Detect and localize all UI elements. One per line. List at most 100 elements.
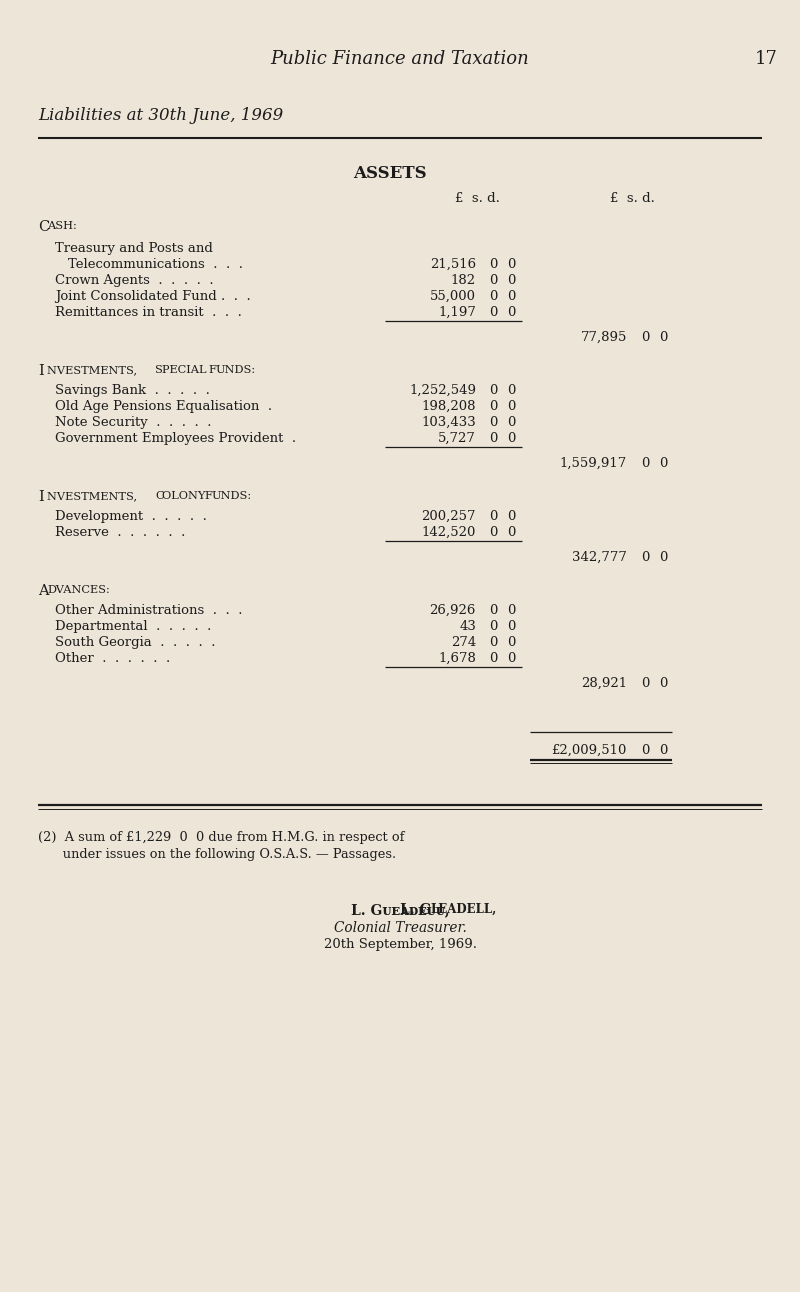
Text: Colonial Treasurer.: Colonial Treasurer. [334,921,466,935]
Text: I: I [38,490,44,504]
Text: 0: 0 [507,603,515,618]
Text: OLONY: OLONY [162,491,209,501]
Text: £  s. d.: £ s. d. [610,193,655,205]
Text: 0: 0 [659,744,667,757]
Text: 28,921: 28,921 [581,677,627,690]
Text: 20th September, 1969.: 20th September, 1969. [323,938,477,951]
Text: 0: 0 [489,274,497,287]
Text: 0: 0 [489,510,497,523]
Text: Old Age Pensions Equalisation  .: Old Age Pensions Equalisation . [55,401,272,413]
Text: 0: 0 [659,457,667,470]
Text: L. Gᴜᴇᴀᴅᴇᴜᴜ,: L. Gᴜᴇᴀᴅᴇᴜᴜ, [350,903,450,917]
Text: 0: 0 [507,306,515,319]
Text: UNDS:: UNDS: [215,366,255,375]
Text: Reserve  .  .  .  .  .  .: Reserve . . . . . . [55,526,186,539]
Text: 0: 0 [507,620,515,633]
Text: F: F [204,491,212,501]
Text: F: F [208,366,216,375]
Text: 55,000: 55,000 [430,289,476,304]
Text: Crown Agents  .  .  .  .  .: Crown Agents . . . . . [55,274,214,287]
Text: 0: 0 [507,432,515,444]
Text: Other  .  .  .  .  .  .: Other . . . . . . [55,652,170,665]
Text: Treasury and Posts and: Treasury and Posts and [55,242,213,255]
Text: LEADELL,: LEADELL, [430,903,496,916]
Text: 0: 0 [507,274,515,287]
Text: NVESTMENTS,: NVESTMENTS, [47,491,141,501]
Text: 21,516: 21,516 [430,258,476,271]
Text: £  s. d.: £ s. d. [455,193,500,205]
Text: Development  .  .  .  .  .: Development . . . . . [55,510,207,523]
Text: 1,252,549: 1,252,549 [409,384,476,397]
Text: 0: 0 [489,384,497,397]
Text: Other Administrations  .  .  .: Other Administrations . . . [55,603,242,618]
Text: ASH:: ASH: [47,221,77,231]
Text: 103,433: 103,433 [422,416,476,429]
Text: 17: 17 [755,50,778,68]
Text: £2,009,510: £2,009,510 [552,744,627,757]
Text: Liabilities at 30th June, 1969: Liabilities at 30th June, 1969 [38,107,283,124]
Text: 0: 0 [641,744,649,757]
Text: DVANCES:: DVANCES: [47,585,110,596]
Text: Remittances in transit  .  .  .: Remittances in transit . . . [55,306,242,319]
Text: 0: 0 [489,620,497,633]
Text: Telecommunications  .  .  .: Telecommunications . . . [68,258,243,271]
Text: Public Finance and Taxation: Public Finance and Taxation [270,50,530,68]
Text: PECIAL: PECIAL [162,366,210,375]
Text: 142,520: 142,520 [422,526,476,539]
Text: 0: 0 [507,416,515,429]
Text: C: C [155,491,164,501]
Text: 0: 0 [507,652,515,665]
Text: 0: 0 [507,510,515,523]
Text: (2)  A sum of £1,229  0  0 due from H.M.G. in respect of: (2) A sum of £1,229 0 0 due from H.M.G. … [38,831,404,844]
Text: 0: 0 [489,416,497,429]
Text: 198,208: 198,208 [422,401,476,413]
Text: A: A [38,584,49,598]
Text: 0: 0 [659,331,667,344]
Text: under issues on the following O.S.A.S. — Passages.: under issues on the following O.S.A.S. —… [38,848,396,860]
Text: 200,257: 200,257 [422,510,476,523]
Text: 0: 0 [489,526,497,539]
Text: 0: 0 [507,526,515,539]
Text: Departmental  .  .  .  .  .: Departmental . . . . . [55,620,211,633]
Text: 0: 0 [489,306,497,319]
Text: 0: 0 [659,550,667,565]
Text: 1,559,917: 1,559,917 [560,457,627,470]
Text: NVESTMENTS,: NVESTMENTS, [47,366,141,375]
Text: 342,777: 342,777 [572,550,627,565]
Text: 274: 274 [450,636,476,649]
Text: 0: 0 [507,384,515,397]
Text: 0: 0 [641,331,649,344]
Text: 182: 182 [451,274,476,287]
Text: 0: 0 [489,432,497,444]
Text: Joint Consolidated Fund .  .  .: Joint Consolidated Fund . . . [55,289,250,304]
Text: Note Security  .  .  .  .  .: Note Security . . . . . [55,416,211,429]
Text: I: I [38,364,44,379]
Text: 1,197: 1,197 [438,306,476,319]
Text: 0: 0 [659,677,667,690]
Text: ASSETS: ASSETS [353,165,427,182]
Text: S: S [155,366,163,375]
Text: 43: 43 [459,620,476,633]
Text: 0: 0 [489,401,497,413]
Text: Savings Bank  .  .  .  .  .: Savings Bank . . . . . [55,384,210,397]
Text: 0: 0 [489,652,497,665]
Text: 0: 0 [507,636,515,649]
Text: C: C [38,220,50,234]
Text: 0: 0 [507,289,515,304]
Text: 5,727: 5,727 [438,432,476,444]
Text: 0: 0 [507,401,515,413]
Text: 1,678: 1,678 [438,652,476,665]
Text: 0: 0 [489,636,497,649]
Text: 0: 0 [489,603,497,618]
Text: 26,926: 26,926 [430,603,476,618]
Text: 0: 0 [641,457,649,470]
Text: 0: 0 [489,289,497,304]
Text: 0: 0 [641,550,649,565]
Text: South Georgia  .  .  .  .  .: South Georgia . . . . . [55,636,215,649]
Text: 0: 0 [507,258,515,271]
Text: 0: 0 [641,677,649,690]
Text: 0: 0 [489,258,497,271]
Text: Government Employees Provident  .: Government Employees Provident . [55,432,296,444]
Text: L. G: L. G [400,903,431,917]
Text: UNDS:: UNDS: [211,491,251,501]
